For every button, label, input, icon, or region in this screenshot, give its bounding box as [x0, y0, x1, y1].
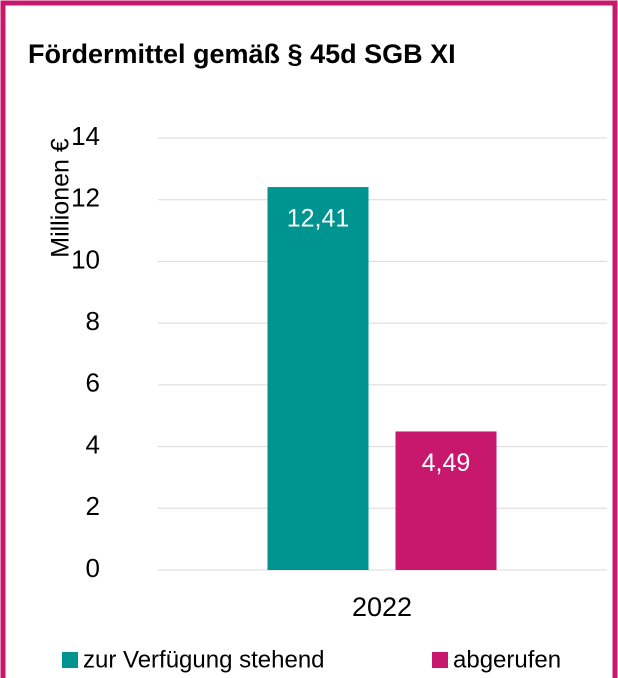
y-tick-label: 0 — [86, 553, 100, 583]
value-label: 12,41 — [287, 205, 350, 233]
legend-swatch — [432, 652, 448, 668]
x-tick-label: 2022 — [352, 592, 412, 622]
bar — [395, 431, 497, 570]
legend-swatch — [62, 652, 78, 668]
legend-label: zur Verfügung stehend — [83, 646, 325, 673]
chart-title: Fördermittel gemäß § 45d SGB XI — [28, 39, 456, 69]
y-tick-label: 10 — [71, 244, 100, 274]
y-axis-label: Millionen € — [47, 138, 75, 258]
y-tick-label: 2 — [86, 491, 100, 521]
y-tick-label: 4 — [86, 429, 100, 459]
value-label: 4,49 — [422, 449, 471, 477]
y-tick-label: 6 — [86, 368, 100, 398]
y-tick-label: 14 — [71, 121, 100, 151]
legend-label: abgerufen — [453, 646, 561, 673]
y-tick-label: 12 — [71, 183, 100, 213]
y-tick-label: 8 — [86, 306, 100, 336]
bar — [267, 187, 369, 570]
